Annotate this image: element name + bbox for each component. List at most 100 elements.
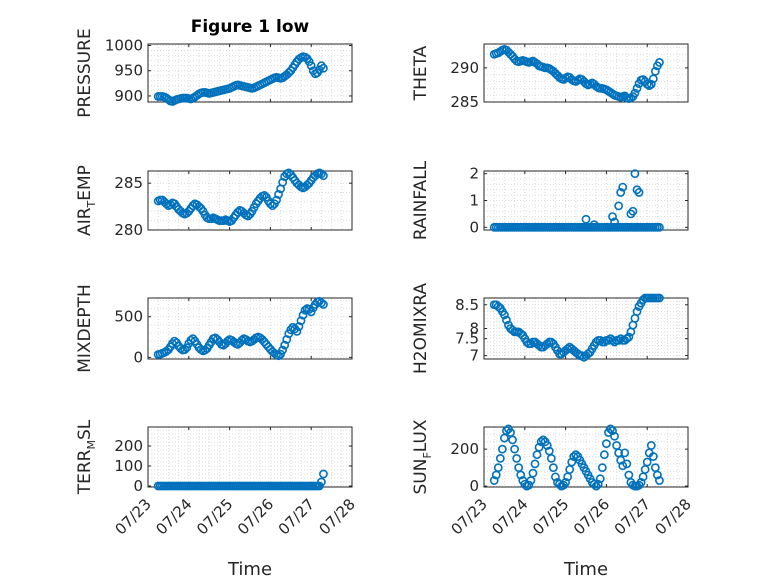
data-point (591, 481, 601, 491)
data-series (153, 296, 328, 361)
data-point (294, 322, 304, 331)
subplot-pressure: 900 950 1000 PRESSURE Figure 1 low (75, 17, 353, 118)
y-tick-label: 285 (450, 93, 479, 111)
data-point (610, 431, 619, 441)
data-point (655, 222, 664, 232)
data-point (650, 66, 660, 76)
data-point (542, 339, 552, 349)
data-point (522, 337, 532, 347)
y-tick-label: 200 (450, 440, 479, 458)
y-tick-label: 0 (469, 477, 479, 495)
data-point (622, 459, 632, 469)
data-series (489, 424, 664, 491)
y-tick-label: 900 (114, 87, 143, 105)
data-series (489, 45, 664, 103)
y-tick-label: 8.5 (455, 296, 479, 314)
data-point (614, 335, 624, 345)
data-point (624, 332, 634, 342)
data-point (622, 334, 632, 344)
data-point (292, 326, 302, 336)
data-series (489, 293, 664, 362)
data-point (655, 293, 664, 303)
subplot-air-temp: 280 285 AIRTEMP (75, 165, 353, 239)
y-tick-label: 290 (450, 59, 479, 77)
data-point (268, 201, 277, 211)
y-tick-label: 100 (114, 457, 143, 475)
data-point (534, 341, 544, 350)
data-point (597, 463, 607, 473)
data-point (608, 212, 617, 221)
data-point (534, 442, 544, 452)
data-series (153, 469, 328, 491)
data-point (510, 444, 519, 454)
data-point (278, 345, 288, 355)
data-point (188, 201, 198, 211)
data-point (589, 220, 599, 230)
x-tick-label: 07/24 (152, 495, 195, 538)
y-tick-label: 7 (469, 347, 479, 365)
data-point (298, 310, 308, 320)
data-point (316, 298, 326, 308)
data-point (591, 337, 601, 347)
data-point (589, 479, 599, 489)
data-point (489, 476, 499, 485)
data-point (274, 351, 283, 361)
axes-box (483, 426, 689, 488)
data-point (188, 334, 198, 344)
data-point (319, 300, 328, 309)
data-point (646, 441, 656, 450)
data-point (499, 310, 509, 320)
data-point (595, 335, 605, 345)
data-point (319, 469, 328, 479)
data-point (616, 455, 626, 465)
data-point (497, 444, 507, 454)
data-point (618, 182, 628, 192)
data-point (319, 63, 328, 73)
data-point (180, 345, 190, 355)
y-axis-label: THETA (411, 45, 431, 101)
data-point (282, 335, 292, 344)
data-point (176, 344, 186, 353)
data-point (608, 335, 617, 345)
y-tick-label: 0 (133, 348, 143, 366)
y-tick-label: 1000 (105, 37, 143, 55)
data-point (616, 334, 626, 344)
data-point (569, 452, 579, 461)
x-axis-label: Time (227, 559, 272, 580)
y-tick-label: 1 (469, 192, 479, 210)
data-point (280, 340, 290, 350)
data-point (618, 461, 628, 471)
data-point (524, 480, 534, 490)
y-tick-label: 8 (469, 320, 479, 338)
data-point (274, 190, 283, 199)
data-point (259, 190, 269, 200)
data-point (272, 195, 281, 205)
data-point (520, 479, 530, 489)
data-point (610, 217, 619, 227)
x-tick-label: 07/23 (112, 495, 155, 538)
x-tick-label: 07/28 (316, 495, 359, 538)
data-point (655, 476, 664, 485)
y-axis-label: SUNFLUX (411, 419, 434, 494)
data-point (186, 335, 196, 345)
data-point (653, 470, 662, 480)
x-tick-label: 07/26 (570, 495, 613, 538)
y-axis-label: PRESSURE (75, 28, 95, 117)
data-point (502, 426, 511, 436)
data-series (489, 169, 664, 232)
data-point (642, 457, 652, 467)
data-point (278, 177, 288, 187)
subplot-rainfall: 0 1 2 RAINFALL (411, 160, 689, 240)
data-point (536, 437, 546, 447)
data-point (516, 470, 526, 480)
data-point (546, 453, 556, 463)
subplot-mixdepth: 0 500 MIXDEPTH (75, 284, 353, 373)
data-point (316, 477, 326, 487)
data-point (233, 207, 243, 217)
data-point (538, 435, 548, 445)
y-tick-label: 280 (114, 221, 143, 239)
y-axis-label: H2OMIXRA (411, 283, 431, 374)
data-point (528, 468, 538, 478)
